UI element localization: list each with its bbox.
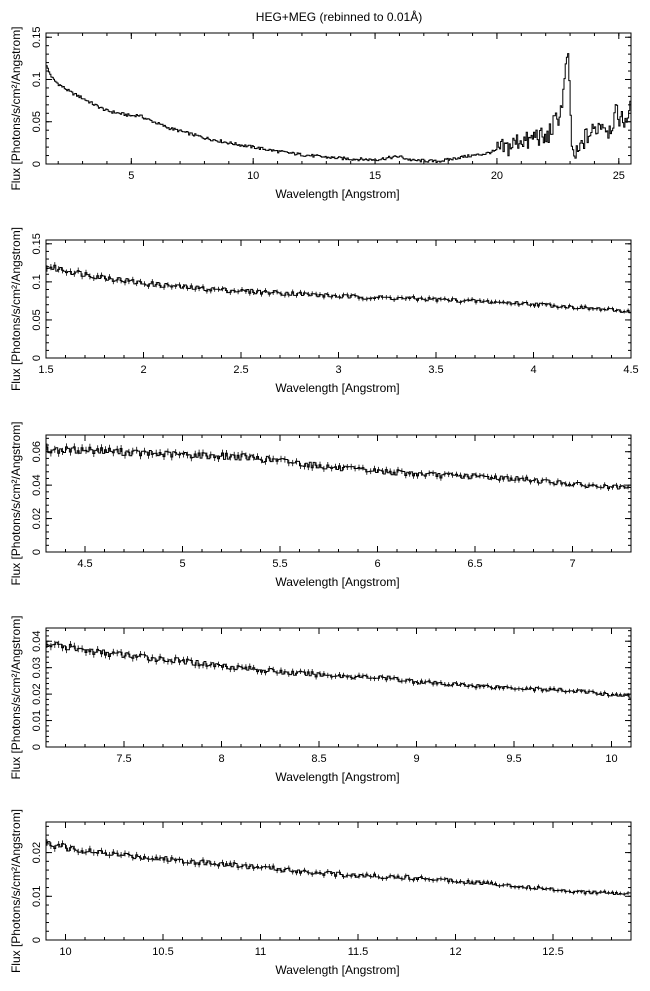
spectrum-line <box>46 53 631 163</box>
x-tick-label: 5 <box>128 170 134 182</box>
x-tick-label: 10 <box>247 170 259 182</box>
x-tick-label: 5.5 <box>272 558 287 570</box>
y-tick-label: 0.02 <box>31 842 43 863</box>
y-tick-label: 0.01 <box>31 710 43 731</box>
y-tick-label: 0.05 <box>31 309 43 330</box>
plot-frame <box>45 239 632 359</box>
x-axis-label: Wavelength [Angstrom] <box>275 187 399 201</box>
x-axis-label: Wavelength [Angstrom] <box>275 575 399 589</box>
x-tick-label: 9 <box>413 753 419 765</box>
x-tick-label: 10 <box>59 946 71 958</box>
x-axis-label: Wavelength [Angstrom] <box>275 963 399 977</box>
x-tick-label: 2 <box>140 364 146 376</box>
y-tick-label: 0.03 <box>31 657 43 678</box>
x-tick-label: 20 <box>491 170 503 182</box>
spectrum-line <box>46 446 631 490</box>
x-tick-label: 3 <box>335 364 341 376</box>
x-tick-label: 6 <box>374 558 380 570</box>
panel-1: 5 10 15 20 25 0 0.05 0.1 0.15 Wavelength [Angstro… <box>9 26 632 201</box>
y-axis-label: Flux [Photons/s/cm²/Angstrom] <box>9 615 23 779</box>
x-axis-label: Wavelength [Angstrom] <box>275 770 399 784</box>
x-tick-label: 4 <box>530 364 536 376</box>
x-tick-label: 4.5 <box>77 558 92 570</box>
x-tick-label: 1.5 <box>38 364 53 376</box>
y-tick-label: 0.04 <box>31 474 43 495</box>
x-tick-label: 10 <box>605 753 617 765</box>
x-tick-label: 5 <box>179 558 185 570</box>
x-tick-label: 11.5 <box>348 946 369 958</box>
y-axis-label: Flux [Photons/s/cm²/Angstrom] <box>9 809 23 973</box>
x-tick-label: 25 <box>613 170 625 182</box>
plot-frame <box>45 821 632 941</box>
y-tick-label: 0.02 <box>31 508 43 529</box>
x-tick-label: 4.5 <box>623 364 638 376</box>
x-tick-label: 8.5 <box>311 753 326 765</box>
spectrum-line <box>46 841 631 895</box>
y-tick-label: 0.02 <box>31 683 43 704</box>
panel-2: 1.5 2 2.5 3 3.5 4 4.5 0 0.05 0.1 0.15 Wavelength [A… <box>9 227 639 395</box>
y-tick-label: 0.15 <box>31 26 43 47</box>
plot-frame <box>45 627 632 748</box>
x-tick-label: 12 <box>449 946 461 958</box>
y-tick-label: 0 <box>31 355 43 361</box>
figure-title: HEG+MEG (rebinned to 0.01Å) <box>256 9 422 24</box>
y-tick-label: 0 <box>31 549 43 555</box>
y-tick-label: 0 <box>31 161 43 167</box>
panel-3: 4.5 5 5.5 6 6.5 7 0 0.02 0.04 0.06 Wavelength [Ang… <box>9 421 632 589</box>
y-tick-label: 0.05 <box>31 111 43 132</box>
x-tick-label: 7 <box>569 558 575 570</box>
y-tick-label: 0.01 <box>31 886 43 907</box>
spectrum-line <box>46 264 631 314</box>
y-tick-label: 0.1 <box>31 72 43 87</box>
plot-frame <box>45 434 632 553</box>
y-axis-label: Flux [Photons/s/cm²/Angstrom] <box>9 26 23 190</box>
x-tick-label: 6.5 <box>467 558 482 570</box>
x-tick-label: 7.5 <box>116 753 131 765</box>
panel-4: 7.5 8 8.5 9 9.5 10 0 0.01 0.02 0.03 0.04 Wavelength… <box>9 615 632 784</box>
y-axis-label: Flux [Photons/s/cm²/Angstrom] <box>9 227 23 391</box>
y-tick-label: 0.15 <box>31 233 43 254</box>
y-tick-label: 0 <box>31 744 43 750</box>
y-tick-label: 0 <box>31 937 43 943</box>
plot-frame <box>45 32 632 165</box>
y-tick-label: 0.06 <box>31 441 43 462</box>
x-tick-label: 9.5 <box>506 753 521 765</box>
x-axis-label: Wavelength [Angstrom] <box>275 381 399 395</box>
error-bars <box>46 262 629 314</box>
y-tick-label: 0.1 <box>31 274 43 289</box>
y-axis-label: Flux [Photons/s/cm²/Angstrom] <box>9 421 23 585</box>
x-tick-label: 3.5 <box>428 364 443 376</box>
panel-5: 10 10.5 11 11.5 12 12.5 0 0.01 0.02 Wavelength [A… <box>9 809 632 977</box>
spectrum-line <box>46 641 631 699</box>
x-tick-label: 2.5 <box>233 364 248 376</box>
x-tick-label: 12.5 <box>542 946 563 958</box>
y-tick-label: 0.04 <box>31 630 43 651</box>
x-tick-label: 8 <box>218 753 224 765</box>
x-tick-label: 11 <box>255 946 266 958</box>
x-tick-label: 15 <box>369 170 381 182</box>
x-tick-label: 10.5 <box>152 946 173 958</box>
